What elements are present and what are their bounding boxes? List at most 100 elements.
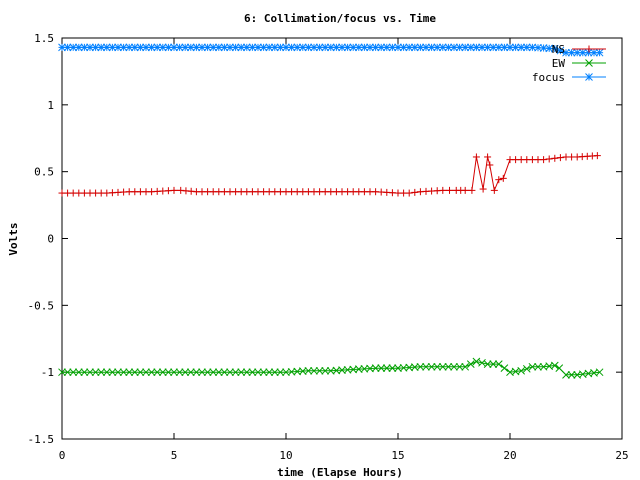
point-marker bbox=[108, 43, 117, 52]
point-marker bbox=[315, 366, 324, 375]
point-marker bbox=[585, 73, 593, 81]
point-marker bbox=[433, 362, 442, 371]
series-ns bbox=[58, 152, 601, 197]
point-marker bbox=[304, 43, 313, 52]
point-marker bbox=[466, 43, 475, 52]
point-marker bbox=[371, 43, 380, 52]
point-marker bbox=[416, 43, 425, 52]
point-marker bbox=[410, 43, 419, 52]
point-marker bbox=[562, 370, 570, 379]
point-marker bbox=[287, 43, 296, 52]
point-marker bbox=[366, 43, 374, 52]
point-marker bbox=[382, 364, 391, 373]
point-marker bbox=[517, 366, 526, 375]
point-marker bbox=[86, 43, 94, 52]
point-marker bbox=[125, 368, 134, 377]
point-marker bbox=[58, 43, 66, 52]
point-marker bbox=[226, 368, 234, 377]
point-marker bbox=[231, 43, 240, 52]
point-marker bbox=[567, 370, 576, 379]
y-tick-label: -1.5 bbox=[28, 433, 55, 446]
point-marker bbox=[343, 43, 352, 52]
point-marker bbox=[360, 364, 369, 373]
point-marker bbox=[360, 43, 369, 52]
point-marker bbox=[489, 43, 498, 52]
legend-label: EW bbox=[552, 57, 566, 70]
point-marker bbox=[321, 43, 330, 52]
point-marker bbox=[427, 362, 436, 371]
point-marker bbox=[494, 360, 503, 369]
legend-label: focus bbox=[532, 71, 565, 84]
point-marker bbox=[203, 43, 212, 52]
point-marker bbox=[382, 43, 391, 52]
x-tick-label: 15 bbox=[391, 449, 404, 462]
point-marker bbox=[158, 368, 167, 377]
chart-title: 6: Collimation/focus vs. Time bbox=[244, 12, 436, 25]
point-marker bbox=[164, 368, 173, 377]
point-marker bbox=[545, 362, 554, 371]
point-marker bbox=[321, 366, 330, 375]
y-axis-label: Volts bbox=[7, 222, 20, 255]
point-marker bbox=[500, 364, 509, 373]
point-marker bbox=[209, 368, 218, 377]
point-marker bbox=[511, 367, 520, 376]
point-marker bbox=[528, 362, 537, 371]
point-marker bbox=[522, 364, 531, 373]
point-marker bbox=[444, 362, 453, 371]
point-marker bbox=[242, 368, 251, 377]
point-marker bbox=[310, 43, 318, 52]
point-marker bbox=[310, 366, 318, 375]
point-marker bbox=[366, 364, 374, 373]
point-marker bbox=[483, 43, 492, 52]
point-marker bbox=[506, 43, 514, 52]
point-marker bbox=[438, 43, 447, 52]
point-marker bbox=[237, 43, 246, 52]
point-marker bbox=[494, 43, 503, 52]
point-marker bbox=[422, 362, 430, 371]
point-marker bbox=[181, 43, 190, 52]
plot-frame bbox=[61, 37, 623, 440]
point-marker bbox=[80, 43, 89, 52]
y-tick-label: 1 bbox=[47, 99, 54, 112]
point-marker bbox=[198, 368, 206, 377]
point-marker bbox=[69, 368, 78, 377]
point-marker bbox=[63, 43, 72, 52]
point-marker bbox=[175, 43, 184, 52]
point-marker bbox=[585, 59, 593, 67]
point-marker bbox=[590, 48, 598, 57]
point-marker bbox=[511, 43, 520, 52]
y-tick-label: 1.5 bbox=[34, 32, 54, 45]
point-marker bbox=[102, 43, 111, 52]
point-marker bbox=[399, 363, 408, 372]
point-marker bbox=[388, 43, 397, 52]
point-marker bbox=[555, 364, 564, 373]
point-marker bbox=[136, 43, 145, 52]
point-marker bbox=[489, 360, 498, 369]
point-marker bbox=[74, 43, 83, 52]
point-marker bbox=[483, 360, 492, 369]
point-marker bbox=[97, 43, 106, 52]
point-marker bbox=[422, 43, 430, 52]
point-marker bbox=[265, 368, 274, 377]
point-marker bbox=[556, 46, 565, 55]
point-marker bbox=[214, 368, 223, 377]
point-marker bbox=[326, 366, 335, 375]
point-marker bbox=[298, 43, 307, 52]
point-marker bbox=[164, 43, 173, 52]
point-marker bbox=[108, 368, 117, 377]
series-ew bbox=[58, 357, 604, 379]
point-marker bbox=[410, 363, 419, 372]
point-marker bbox=[170, 368, 178, 377]
point-marker bbox=[226, 43, 234, 52]
point-marker bbox=[147, 43, 156, 52]
point-marker bbox=[433, 43, 442, 52]
point-marker bbox=[567, 48, 576, 57]
point-marker bbox=[203, 368, 212, 377]
legend-label: NS bbox=[552, 43, 565, 56]
point-marker bbox=[186, 43, 195, 52]
point-marker bbox=[590, 368, 598, 377]
point-marker bbox=[130, 43, 139, 52]
series-focus bbox=[58, 43, 604, 57]
